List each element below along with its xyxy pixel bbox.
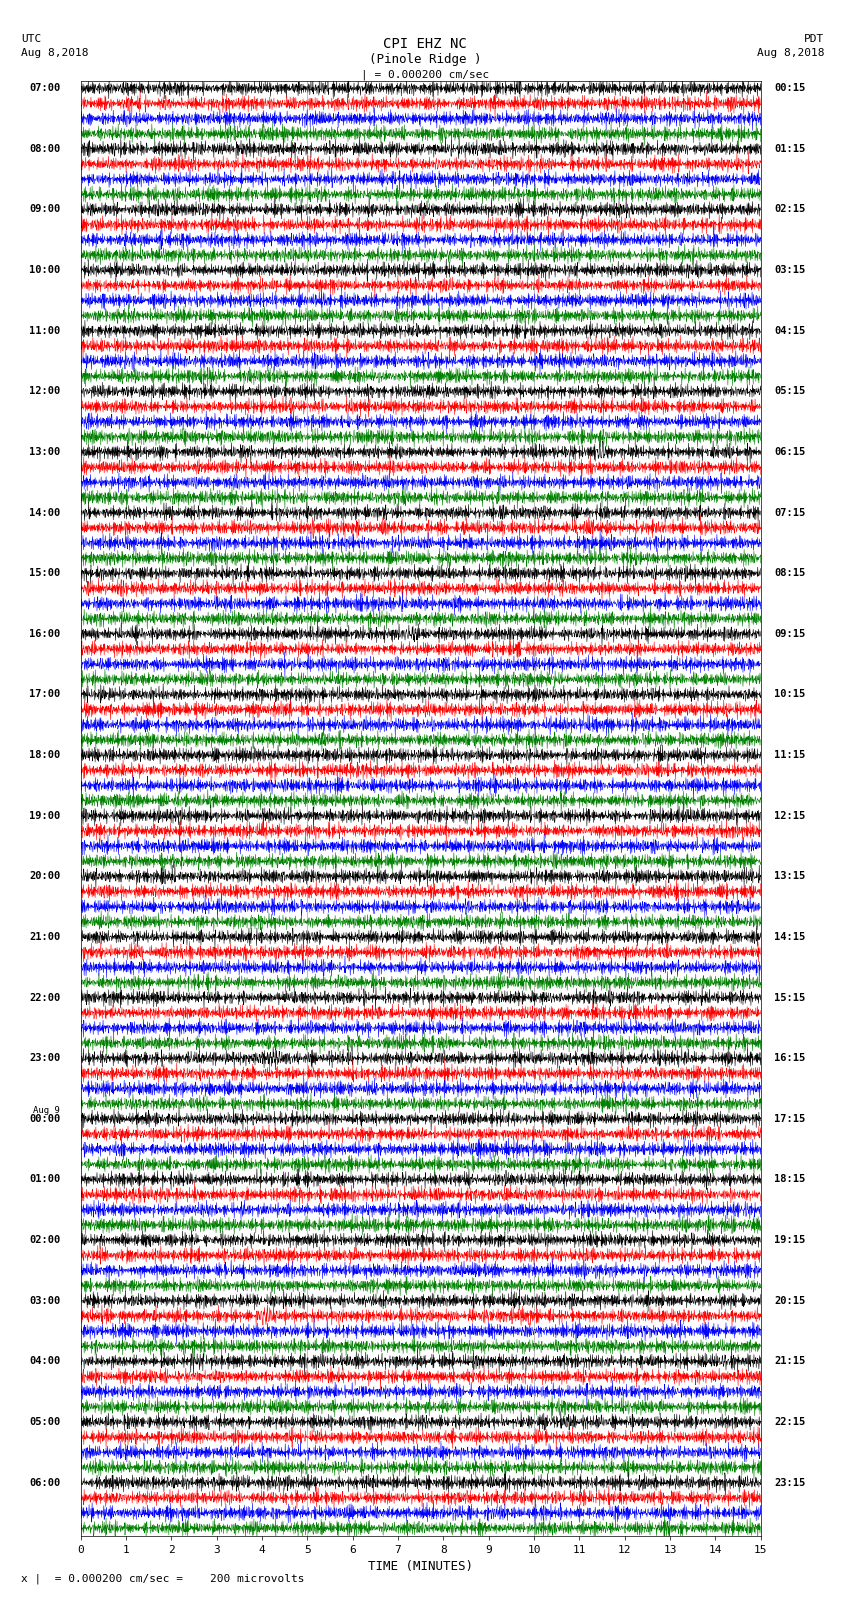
Text: 05:15: 05:15	[774, 387, 806, 397]
Text: 03:15: 03:15	[774, 265, 806, 276]
Text: 21:15: 21:15	[774, 1357, 806, 1366]
Text: 22:15: 22:15	[774, 1416, 806, 1428]
Text: 14:00: 14:00	[29, 508, 60, 518]
Text: (Pinole Ridge ): (Pinole Ridge )	[369, 53, 481, 66]
Text: 10:00: 10:00	[29, 265, 60, 276]
Text: 07:15: 07:15	[774, 508, 806, 518]
Text: 09:00: 09:00	[29, 205, 60, 215]
Text: 07:00: 07:00	[29, 84, 60, 94]
Text: 20:00: 20:00	[29, 871, 60, 881]
Text: 12:15: 12:15	[774, 811, 806, 821]
Text: 18:00: 18:00	[29, 750, 60, 760]
Text: 13:00: 13:00	[29, 447, 60, 456]
Text: 10:15: 10:15	[774, 689, 806, 700]
Text: 19:15: 19:15	[774, 1236, 806, 1245]
Text: 01:00: 01:00	[29, 1174, 60, 1184]
Text: 09:15: 09:15	[774, 629, 806, 639]
Text: 13:15: 13:15	[774, 871, 806, 881]
Text: Aug 8,2018: Aug 8,2018	[21, 48, 88, 58]
Text: x |  = 0.000200 cm/sec =    200 microvolts: x | = 0.000200 cm/sec = 200 microvolts	[21, 1573, 305, 1584]
Text: 05:00: 05:00	[29, 1416, 60, 1428]
Text: 00:00: 00:00	[29, 1115, 60, 1124]
Text: 08:15: 08:15	[774, 568, 806, 577]
Text: 17:15: 17:15	[774, 1115, 806, 1124]
Text: 03:00: 03:00	[29, 1295, 60, 1305]
Text: 02:15: 02:15	[774, 205, 806, 215]
Text: 20:15: 20:15	[774, 1295, 806, 1305]
Text: Aug 8,2018: Aug 8,2018	[757, 48, 824, 58]
X-axis label: TIME (MINUTES): TIME (MINUTES)	[368, 1560, 473, 1573]
Text: 23:00: 23:00	[29, 1053, 60, 1063]
Text: 08:00: 08:00	[29, 144, 60, 153]
Text: 16:15: 16:15	[774, 1053, 806, 1063]
Text: Aug 9: Aug 9	[33, 1107, 60, 1115]
Text: 21:00: 21:00	[29, 932, 60, 942]
Text: 06:15: 06:15	[774, 447, 806, 456]
Text: 04:15: 04:15	[774, 326, 806, 336]
Text: 11:15: 11:15	[774, 750, 806, 760]
Text: CPI EHZ NC: CPI EHZ NC	[383, 37, 467, 52]
Text: 15:00: 15:00	[29, 568, 60, 577]
Text: 22:00: 22:00	[29, 992, 60, 1003]
Text: UTC: UTC	[21, 34, 42, 44]
Text: 04:00: 04:00	[29, 1357, 60, 1366]
Text: 17:00: 17:00	[29, 689, 60, 700]
Text: 18:15: 18:15	[774, 1174, 806, 1184]
Text: 19:00: 19:00	[29, 811, 60, 821]
Text: 02:00: 02:00	[29, 1236, 60, 1245]
Text: 23:15: 23:15	[774, 1478, 806, 1487]
Text: 11:00: 11:00	[29, 326, 60, 336]
Text: PDT: PDT	[804, 34, 824, 44]
Text: 15:15: 15:15	[774, 992, 806, 1003]
Text: 14:15: 14:15	[774, 932, 806, 942]
Text: | = 0.000200 cm/sec: | = 0.000200 cm/sec	[361, 69, 489, 81]
Text: 16:00: 16:00	[29, 629, 60, 639]
Text: 01:15: 01:15	[774, 144, 806, 153]
Text: 06:00: 06:00	[29, 1478, 60, 1487]
Text: 12:00: 12:00	[29, 387, 60, 397]
Text: 00:15: 00:15	[774, 84, 806, 94]
